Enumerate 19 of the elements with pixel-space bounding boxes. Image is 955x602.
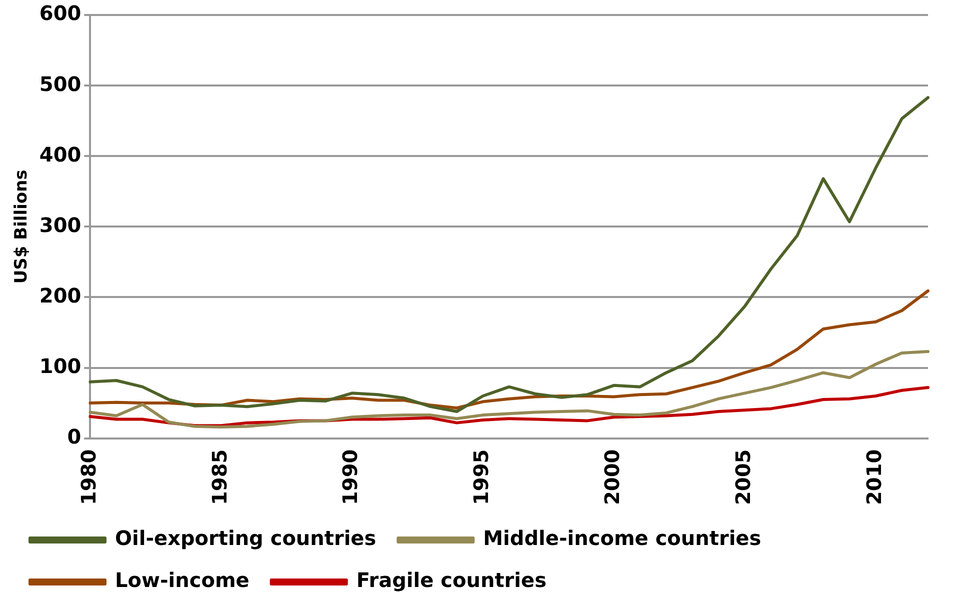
y-tick-label: 200 <box>39 283 82 308</box>
x-tick-label: 1990 <box>338 449 362 506</box>
x-tick-label: 2010 <box>862 449 886 506</box>
legend-label: Middle-income countries <box>483 526 762 550</box>
x-tick-label: 1985 <box>207 449 232 506</box>
y-tick-label: 400 <box>39 142 82 166</box>
y-tick-label: 0 <box>67 424 82 449</box>
y-tick-label: 500 <box>39 72 82 96</box>
legend-label: Oil-exporting countries <box>115 526 376 550</box>
x-tick-label: 1995 <box>469 449 494 506</box>
y-axis-title: US$ Billions <box>12 170 32 284</box>
legend-label: Fragile countries <box>356 568 546 592</box>
x-tick-label: 2005 <box>730 449 755 506</box>
y-tick-label: 300 <box>39 212 82 237</box>
y-tick-label: 100 <box>39 354 82 378</box>
x-tick-label: 1980 <box>76 449 100 506</box>
x-tick-label: 2000 <box>600 449 624 506</box>
y-tick-label: 600 <box>39 1 82 26</box>
legend-label: Low-income <box>115 568 250 592</box>
